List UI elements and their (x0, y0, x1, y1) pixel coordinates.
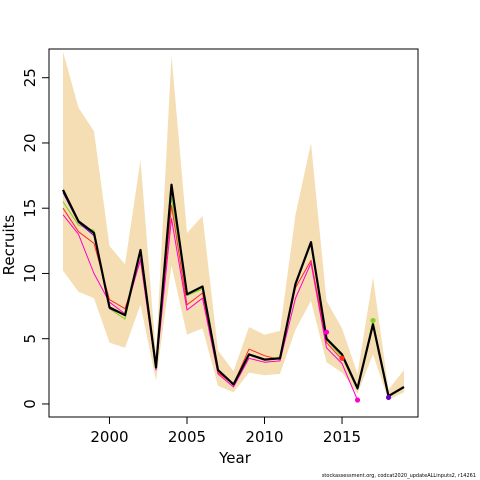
end-point-5 (385, 394, 392, 401)
y-tick-label: 25 (21, 68, 39, 87)
y-tick-label: 0 (21, 399, 39, 409)
x-axis: 2000 2005 2010 2015 (90, 416, 361, 446)
x-axis-label: Year (219, 449, 251, 467)
source-credit: stockassessment.org, codcat2020_updateAL… (321, 473, 476, 479)
confidence-band (63, 51, 404, 400)
y-tick-label: 20 (21, 133, 39, 152)
x-tick-label: 2015 (323, 428, 361, 446)
x-tick-label: 2010 (245, 428, 283, 446)
end-point-2 (339, 355, 345, 361)
end-point-3 (354, 397, 361, 403)
series-line-4 (62, 214, 358, 401)
y-tick-label: 10 (21, 264, 39, 283)
y-tick-label: 15 (21, 199, 39, 218)
x-tick-label: 2000 (90, 428, 128, 446)
points-layer (323, 317, 392, 403)
y-tick-label: 5 (21, 334, 39, 344)
confidence-band-layer (63, 51, 404, 400)
y-axis: 0 5 10 15 20 25 (21, 68, 50, 409)
series-line-1 (62, 183, 405, 398)
x-tick-label: 2005 (168, 428, 206, 446)
y-axis-label: Recruits (0, 214, 18, 276)
series-layer (62, 183, 405, 401)
end-point-1 (323, 329, 330, 335)
end-point-4 (370, 317, 376, 324)
